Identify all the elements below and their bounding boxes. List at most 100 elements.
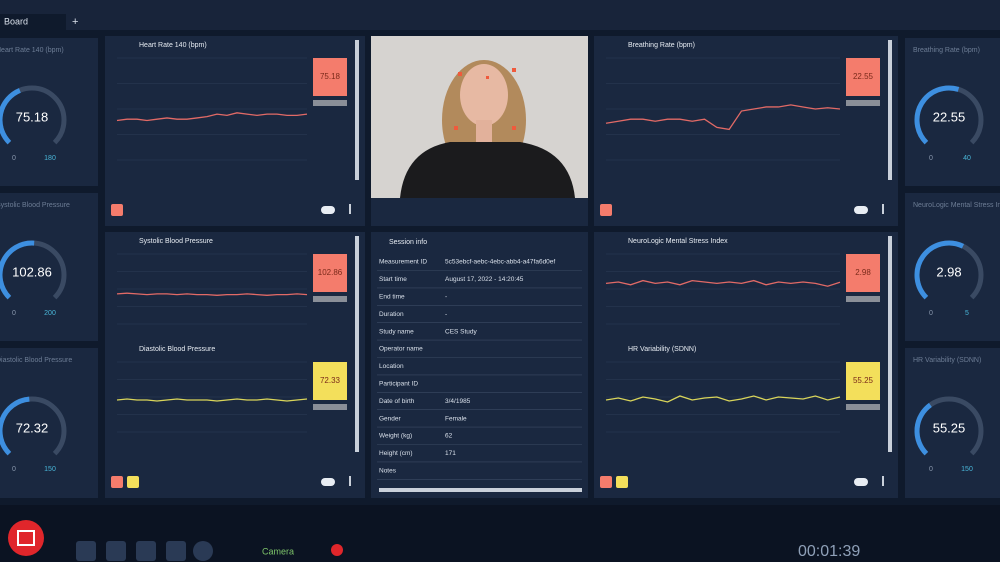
tab[interactable] [0,14,66,30]
gauge-title: HR Variability (SDNN) [913,357,981,364]
session-row-label: Date of birth [379,398,415,405]
value-box-label: 102.86 [318,268,343,277]
gauge-min: 0 [12,310,16,317]
menu-icon [882,204,884,214]
gauge-card [905,193,1000,341]
value-bar [846,404,880,410]
video-footer [371,198,588,226]
gauge-min: 0 [12,466,16,473]
gauge-min: 0 [12,155,16,162]
chart-title: Systolic Blood Pressure [139,238,213,245]
gauge-arc [914,85,960,145]
session-row-label: Location [379,363,404,370]
session-row-label: End time [379,294,405,301]
session-row-value: CES Study [445,328,478,335]
value-box-label: 22.55 [853,72,874,81]
value-bar [313,404,347,410]
value-box [846,362,880,400]
session-row-label: Notes [379,468,397,475]
gauge-min: 0 [929,310,933,317]
value-box-label: 75.18 [320,72,341,81]
toggle [854,478,868,486]
session-row-label: Participant ID [379,381,418,388]
session-row-label: Height (cm) [379,450,413,457]
value-box-label: 55.25 [853,376,874,385]
chart-title: HR Variability (SDNN) [628,346,696,353]
legend-swatch[interactable] [600,204,612,216]
chart-title: NeuroLogic Mental Stress Index [628,238,728,245]
chart-title: Breathing Rate (bpm) [628,42,695,49]
gauge-value: 102.86 [12,264,52,279]
session-panel [371,232,588,498]
gauge-value: 75.18 [16,109,49,124]
gauge-arc [0,88,21,145]
record-button[interactable] [8,520,44,556]
gauge-value: 22.55 [933,109,966,124]
value-box [846,58,880,96]
session-row-value: August 17, 2022 - 14:20:45 [445,276,524,283]
menu-icon [349,476,351,486]
gauge-min: 0 [929,155,933,162]
session-row-label: Gender [379,415,402,422]
scrollbar [355,40,359,180]
add-tab[interactable]: + [72,16,78,28]
gauge-value: 72.32 [16,420,49,435]
tab-label[interactable]: Board [4,16,28,26]
menu-icon [882,476,884,486]
session-row-value: Female [445,415,467,422]
scrollbar [888,236,892,452]
gauge-max: 200 [44,310,56,317]
scrollbar [355,236,359,452]
gauge-title: NeuroLogic Mental Stress Index [913,202,1000,209]
session-row-label: Duration [379,311,404,318]
gauge-card [0,348,98,498]
session-row-value: 62 [445,433,453,440]
session-row-label: Weight (kg) [379,433,412,440]
value-box [313,362,347,400]
value-box [313,58,347,96]
session-row-value: - [445,311,447,318]
chart-title: Heart Rate 140 (bpm) [139,42,207,49]
session-row-value: 5c53ebcf-aebc-4ebc-abb4-a47fa6d0ef [445,259,555,266]
value-bar [313,296,347,302]
gauge-max: 5 [965,310,969,317]
scrollbar [888,40,892,180]
gauge-card [0,38,98,186]
legend-swatch[interactable] [111,204,123,216]
gauge-card [905,348,1000,498]
value-box [313,254,347,292]
chart-line [605,279,841,287]
gauge-value: 2.98 [936,264,961,279]
gauge-max: 180 [44,155,56,162]
session-row-value: 3/4/1985 [445,398,471,405]
chart-title: Diastolic Blood Pressure [139,346,215,353]
gauge-max: 150 [44,466,56,473]
legend-swatch[interactable] [111,476,123,488]
camera-indicator [331,544,343,556]
legend-swatch[interactable] [616,476,628,488]
legend-swatch[interactable] [127,476,139,488]
value-bar [313,100,347,106]
gauge-card [0,193,98,341]
gauge-title: Breathing Rate (bpm) [913,47,980,54]
gauge-max: 40 [963,155,971,162]
gauge-min: 0 [929,466,933,473]
toggle [321,478,335,486]
session-row-label: Operator name [379,346,423,353]
top-bar [0,0,1000,30]
camera-label: Camera [262,546,294,556]
gauge-max: 150 [961,466,973,473]
session-row-label: Start time [379,276,407,283]
menu-icon [349,204,351,214]
value-bar [846,100,880,106]
session-row-label: Measurement ID [379,259,427,266]
chart-line [605,104,841,131]
gauge-title: Heart Rate 140 (bpm) [0,47,64,54]
video-feed [371,36,588,198]
legend-swatch[interactable] [600,476,612,488]
session-row-value: - [445,294,447,301]
session-scrollbar [379,488,582,492]
value-box-label: 2.98 [855,268,871,277]
chart-line [116,112,308,122]
